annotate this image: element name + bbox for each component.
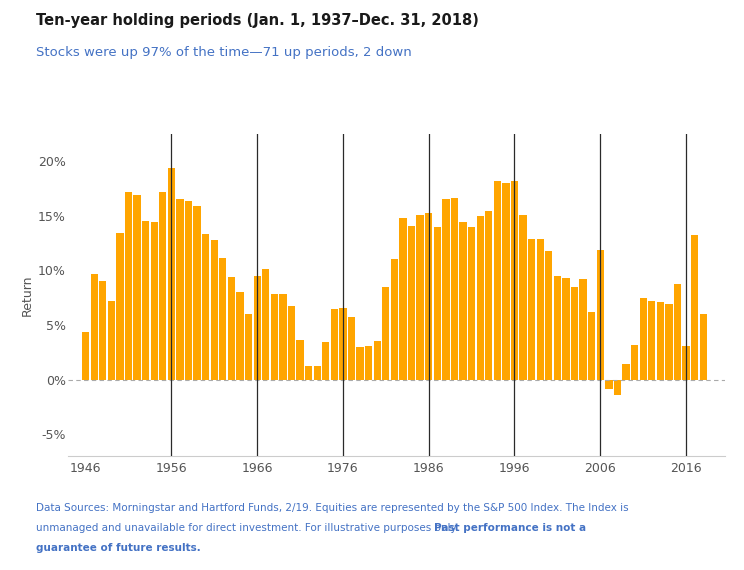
Bar [502,183,510,380]
Bar [580,279,587,380]
Text: Ten-year holding periods (Jan. 1, 1937–Dec. 31, 2018): Ten-year holding periods (Jan. 1, 1937–D… [36,13,478,27]
Bar [417,215,424,380]
Bar [485,211,493,380]
Bar [288,307,295,380]
Bar [167,168,175,380]
Y-axis label: Return: Return [21,274,33,316]
Bar [133,195,141,380]
Bar [202,234,209,380]
Bar [648,301,655,380]
Bar [425,213,432,380]
Bar [477,216,484,380]
Bar [228,277,235,380]
Bar [150,222,158,380]
Bar [536,239,544,380]
Bar [254,276,261,380]
Bar [305,367,312,380]
Bar [682,346,690,380]
Bar [348,317,355,380]
Bar [262,269,269,380]
Bar [219,258,226,380]
Bar [545,251,553,380]
Bar [657,302,664,380]
Bar [108,301,115,380]
Bar [588,312,595,380]
Bar [237,292,243,380]
Bar [571,287,578,380]
Bar [211,240,218,380]
Bar [605,380,612,389]
Bar [373,341,381,380]
Bar [400,218,407,380]
Text: Stocks were up 97% of the time—71 up periods, 2 down: Stocks were up 97% of the time—71 up per… [36,46,411,59]
Bar [391,259,398,380]
Bar [279,295,286,380]
Bar [623,364,629,380]
Bar [468,227,475,380]
Bar [691,235,699,380]
Bar [356,347,364,380]
Bar [631,345,638,380]
Bar [313,367,321,380]
Bar [82,332,89,380]
Bar [99,282,106,380]
Bar [640,298,647,380]
Text: guarantee of future results.: guarantee of future results. [36,543,200,553]
Bar [459,222,466,380]
Bar [442,200,449,380]
Bar [322,343,330,380]
Bar [554,276,561,380]
Bar [91,274,97,380]
Bar [159,192,167,380]
Bar [331,308,338,380]
Bar [699,314,707,380]
Bar [339,308,347,380]
Bar [665,304,673,380]
Bar [597,250,604,380]
Bar [614,380,621,395]
Bar [494,181,501,380]
Bar [142,221,150,380]
Bar [116,233,124,380]
Bar [451,198,458,380]
Bar [365,346,372,380]
Bar [125,192,132,380]
Bar [382,287,389,380]
Bar [245,314,252,380]
Bar [176,200,184,380]
Bar [408,226,415,380]
Bar [193,206,201,380]
Text: Past performance is not a: Past performance is not a [434,523,586,533]
Bar [271,295,278,380]
Text: Data Sources: Morningstar and Hartford Funds, 2/19. Equities are represented by : Data Sources: Morningstar and Hartford F… [36,503,629,513]
Bar [296,340,304,380]
Bar [519,215,527,380]
Bar [185,201,192,380]
Bar [674,283,681,380]
Bar [434,227,441,380]
Bar [511,181,518,380]
Bar [562,278,570,380]
Text: unmanaged and unavailable for direct investment. For illustrative purposes only.: unmanaged and unavailable for direct inv… [36,523,461,533]
Bar [528,239,535,380]
